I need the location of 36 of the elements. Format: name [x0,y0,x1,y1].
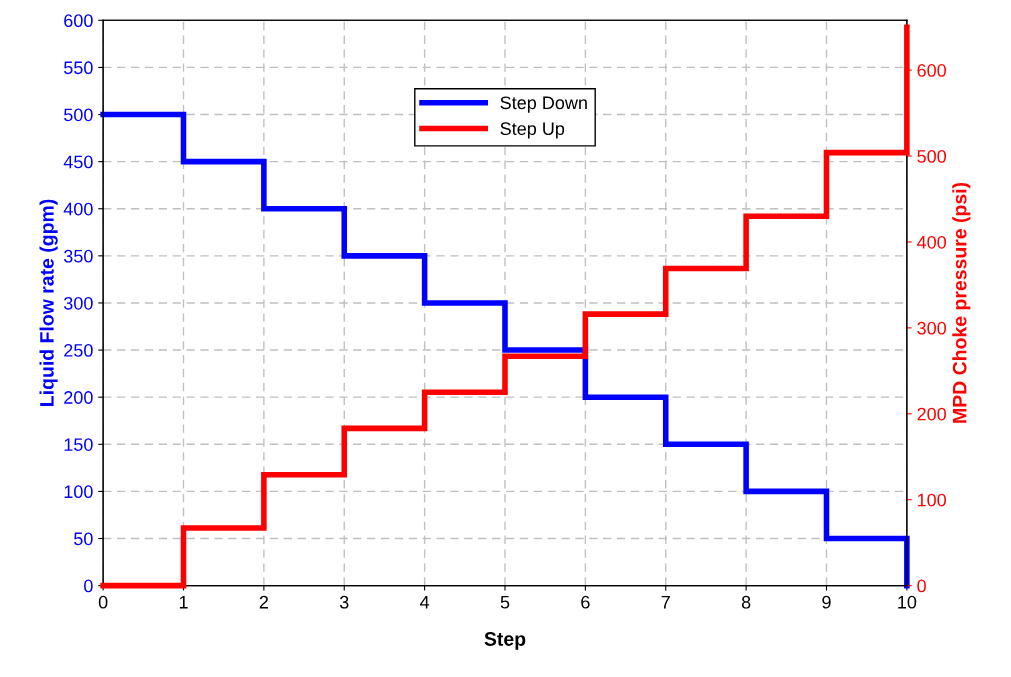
y-tick-label: 50 [74,532,93,546]
y-tick-label: 150 [64,438,93,451]
y-axis-title: Liquid Flow rate (gpm) [39,199,58,406]
y-tick-label: 600 [64,14,93,28]
y-tick-label: 500 [64,108,93,122]
legend-label: Step Down [500,96,587,113]
y2-tick-label: 600 [917,64,947,77]
legend-label: Step Up [500,122,565,139]
y2-tick-label: 500 [917,149,947,163]
y-tick-label: 0 [84,579,93,593]
y2-tick-label: 300 [917,321,947,335]
y-tick-label: 100 [64,485,93,499]
x-tick-label: 3 [339,595,349,609]
x-tick-label: 4 [420,595,430,609]
y2-tick-label: 0 [917,579,926,593]
y-tick-label: 400 [63,202,93,216]
y-tick-label: 450 [63,155,93,169]
y-tick-label: 550 [64,61,93,75]
x-tick-label: 1 [179,595,188,609]
y-tick-label: 250 [64,344,93,357]
y2-tick-label: 100 [917,493,947,507]
x-tick-label: 7 [661,595,670,609]
x-axis-title: Step [484,632,526,650]
y2-tick-label: 200 [917,407,947,421]
x-tick-label: 9 [822,595,831,609]
x-tick-label: 10 [898,595,917,609]
x-tick-label: 6 [581,595,590,609]
y2-axis-title: MPD Choke pressure (psi) [952,182,971,423]
x-tick-label: 0 [98,595,108,609]
x-tick-label: 5 [500,595,510,609]
x-tick-label: 2 [259,595,268,609]
y2-tick-label: 400 [917,235,947,249]
y-tick-label: 350 [63,249,93,263]
y-tick-label: 200 [64,391,93,404]
y-tick-label: 300 [63,296,93,310]
x-tick-label: 8 [741,595,751,609]
